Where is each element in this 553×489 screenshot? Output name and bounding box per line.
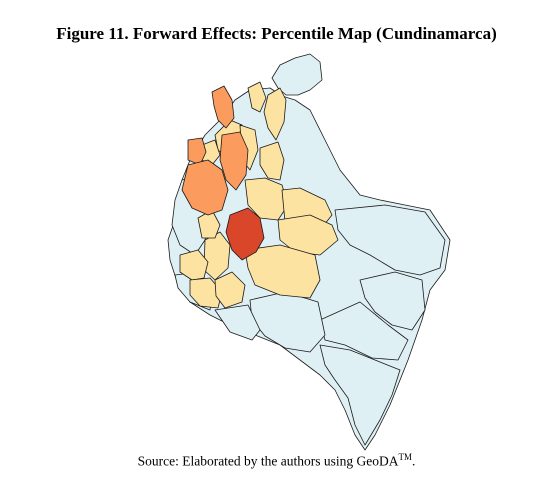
colombia-map [160, 40, 460, 460]
map-region-meta [244, 244, 321, 299]
map-region-vaupes [319, 301, 409, 361]
source-end: . [412, 453, 416, 469]
map-region-guainia [359, 271, 426, 331]
map-country-outline [271, 53, 323, 96]
map-region-valle [179, 249, 209, 281]
map-region-atlantico [211, 85, 235, 129]
map-region-cundinamarca [225, 207, 265, 261]
map-region-putumayo [214, 304, 261, 341]
map-region-amazonas [319, 344, 401, 446]
figure-title: Figure 11. Forward Effects: Percentile M… [56, 24, 497, 43]
source-text: Source: Elaborated by the authors using … [137, 453, 399, 469]
map-region-cesar [263, 87, 287, 141]
map-region-antioquia [181, 159, 229, 216]
map-region-huila [214, 271, 246, 309]
source-caption: Source: Elaborated by the authors using … [0, 452, 553, 470]
map-region-boyaca [244, 177, 289, 221]
map-svg [167, 53, 451, 451]
trademark-superscript: TM [398, 452, 413, 462]
map-region-arauca [277, 214, 339, 256]
map-region-caqueta [249, 291, 326, 353]
map-region-guajira [247, 81, 267, 113]
map-region-vichada [334, 204, 446, 276]
map-region-santander [219, 131, 249, 191]
map-region-norte-santander [259, 141, 285, 181]
map-region-cordoba [187, 137, 207, 166]
map-region-cauca [189, 277, 223, 309]
